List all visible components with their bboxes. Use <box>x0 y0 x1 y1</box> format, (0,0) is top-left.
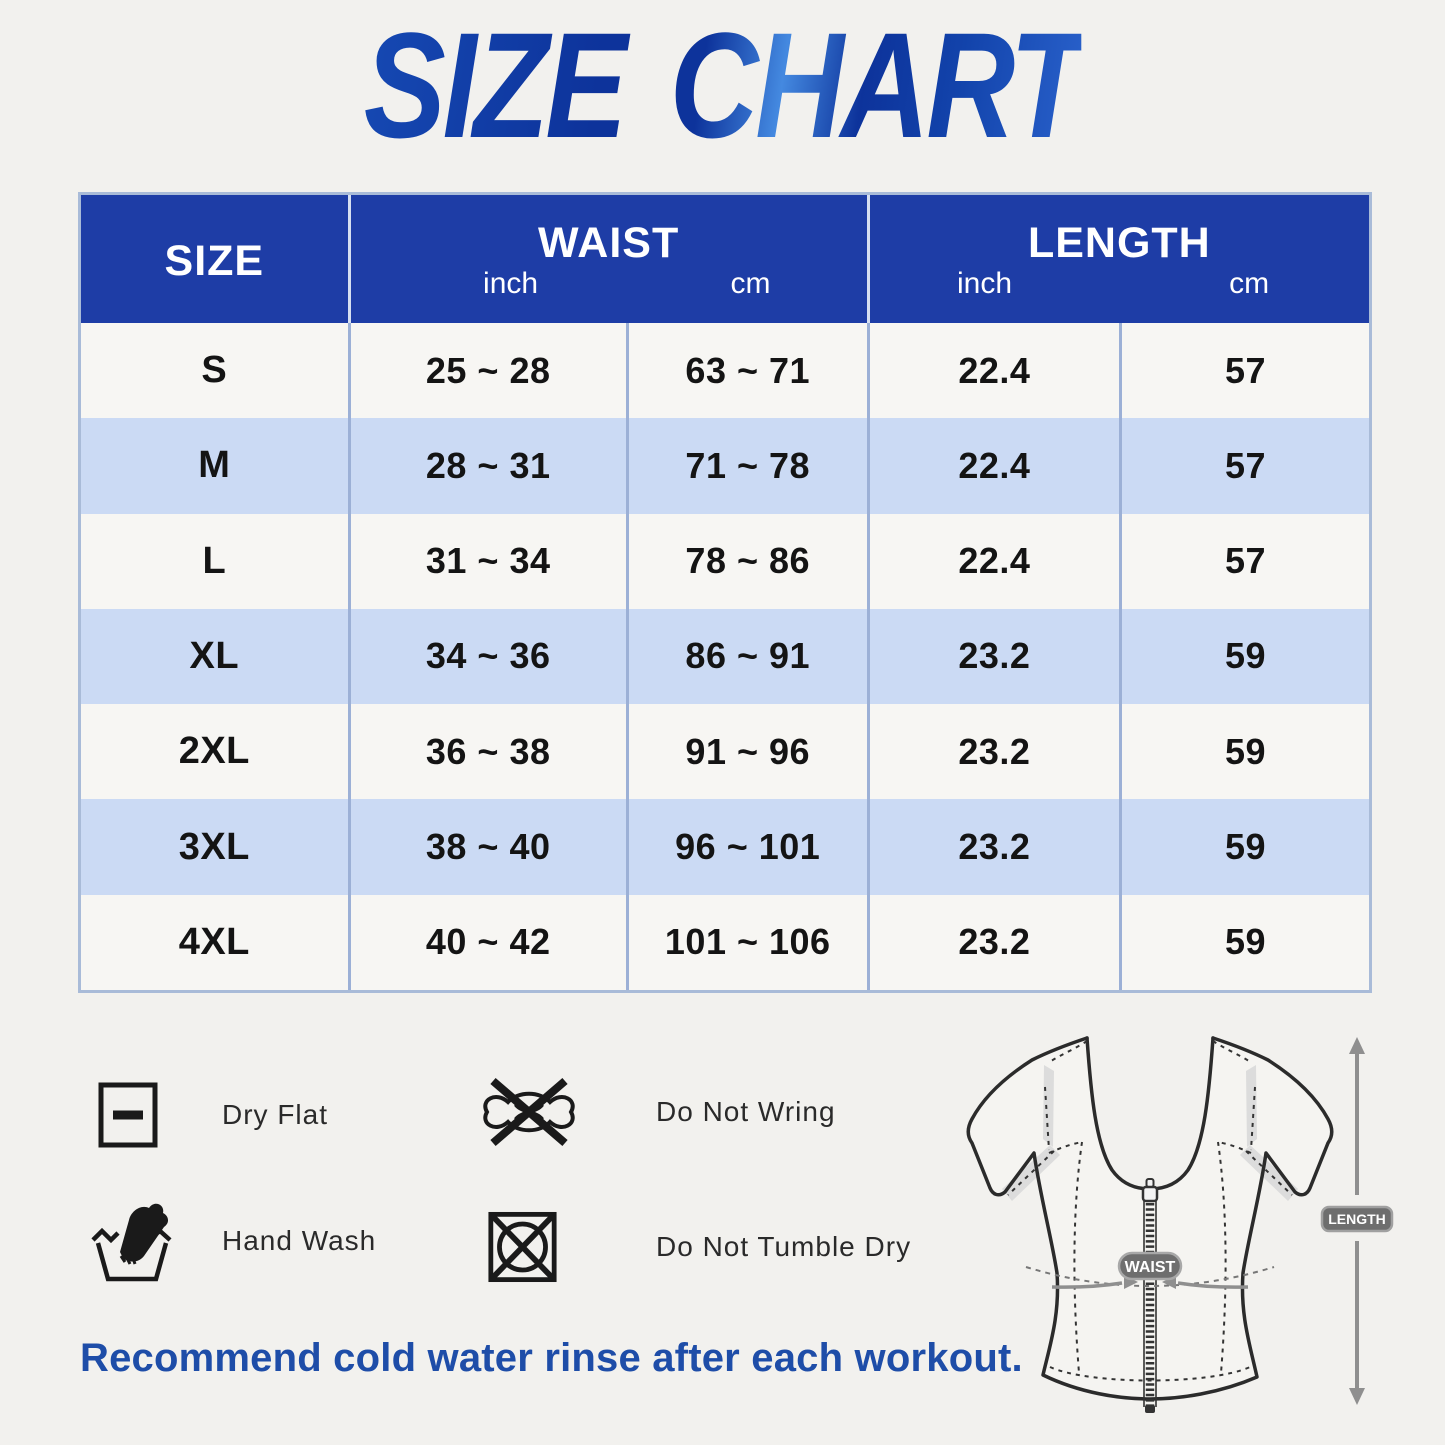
cell-size: XL <box>189 634 240 677</box>
care-item-do-not-tumble-dry: Do Not Tumble Dry <box>487 1210 911 1284</box>
cell-length-cm: 59 <box>1119 608 1369 705</box>
cell-size: L <box>202 539 227 582</box>
cell-size: S <box>201 349 228 392</box>
cell-waist-inch: 31 ~ 34 <box>347 513 626 609</box>
table-row-l: L 31 ~ 34 78 ~ 86 22.4 57 <box>81 513 1369 609</box>
cell-size: 3XL <box>178 825 250 868</box>
header-cell-waist: WAIST inch cm <box>347 195 867 323</box>
cell-length-cm: 59 <box>1119 894 1369 990</box>
cell-waist-inch: 34 ~ 36 <box>347 608 626 705</box>
length-measure-label: LENGTH <box>1328 1211 1386 1227</box>
hand-wash-icon <box>91 1203 172 1282</box>
table-row-2xl: 2XL 36 ~ 38 91 ~ 96 23.2 59 <box>81 704 1369 800</box>
cell-waist-cm: 78 ~ 86 <box>625 513 867 609</box>
do-not-wring-icon <box>483 1077 575 1147</box>
cell-size: 2XL <box>178 730 250 773</box>
waist-measure: WAIST <box>1025 1251 1275 1289</box>
cell-length-inch: 23.2 <box>866 704 1119 800</box>
unit-label-inch: inch <box>956 267 1013 300</box>
cell-length-cm: 57 <box>1119 418 1369 514</box>
garment-illustration: WAIST LENGTH <box>966 1036 1394 1413</box>
header-label-length: LENGTH <box>1027 219 1211 267</box>
garment-seams <box>1007 1040 1293 1382</box>
do-not-tumble-dry-icon <box>488 1211 557 1283</box>
cell-waist-inch: 25 ~ 28 <box>347 323 626 419</box>
cell-waist-cm: 91 ~ 96 <box>625 704 867 800</box>
cell-waist-cm: 71 ~ 78 <box>625 418 867 514</box>
cell-waist-inch: 28 ~ 31 <box>347 418 626 514</box>
care-item-do-not-wring: Do Not Wring <box>477 1075 836 1149</box>
page-title-text: SIZE CHART <box>363 1 1085 169</box>
table-body: S 25 ~ 28 63 ~ 71 22.4 57 M 28 ~ 31 71 ~… <box>81 323 1369 990</box>
header-label-size: SIZE <box>164 237 265 285</box>
cell-size: M <box>198 444 231 487</box>
dry-flat-icon <box>98 1082 158 1148</box>
length-pill <box>1320 1205 1394 1233</box>
length-measure: LENGTH <box>1320 1037 1394 1405</box>
cell-waist-cm: 101 ~ 106 <box>625 894 867 990</box>
care-item-dry-flat: Dry Flat <box>98 1082 328 1148</box>
cell-length-cm: 57 <box>1119 513 1369 609</box>
care-item-hand-wash: Hand Wash <box>90 1198 376 1284</box>
page-title: SIZE CHART <box>0 1 1445 169</box>
table-header-row: SIZE WAIST inch cm LENGTH inch cm <box>81 195 1369 323</box>
header-label-waist: WAIST <box>538 219 680 267</box>
header-cell-size: SIZE <box>81 195 348 323</box>
cell-length-inch: 22.4 <box>866 418 1119 514</box>
footer-note: Recommend cold water rinse after each wo… <box>80 1336 1023 1380</box>
table-row-xl: XL 34 ~ 36 86 ~ 91 23.2 59 <box>81 608 1369 705</box>
table-row-3xl: 3XL 38 ~ 40 96 ~ 101 23.2 59 <box>81 799 1369 895</box>
cell-length-inch: 22.4 <box>866 323 1119 419</box>
care-label: Do Not Tumble Dry <box>656 1231 912 1262</box>
cell-waist-inch: 36 ~ 38 <box>347 704 626 800</box>
header-cell-length: LENGTH inch cm <box>866 195 1369 323</box>
cell-length-inch: 22.4 <box>866 513 1119 609</box>
cell-waist-cm: 86 ~ 91 <box>625 608 867 705</box>
table-row-m: M 28 ~ 31 71 ~ 78 22.4 57 <box>81 418 1369 514</box>
garment-zipper <box>1141 1178 1159 1413</box>
care-label: Dry Flat <box>222 1099 328 1130</box>
cell-length-inch: 23.2 <box>866 608 1119 705</box>
unit-label-cm: cm <box>730 267 771 300</box>
cell-length-cm: 59 <box>1119 799 1369 895</box>
garment-body-fill <box>968 1038 1332 1399</box>
cell-length-inch: 23.2 <box>866 799 1119 895</box>
cell-waist-cm: 63 ~ 71 <box>625 323 867 419</box>
care-label: Hand Wash <box>222 1225 377 1256</box>
unit-label-inch: inch <box>483 267 539 300</box>
waist-pill <box>1117 1251 1183 1281</box>
cell-size: 4XL <box>178 920 250 963</box>
cell-waist-inch: 38 ~ 40 <box>347 799 626 895</box>
size-table: SIZE WAIST inch cm LENGTH inch cm S 25 ~… <box>78 192 1372 993</box>
cell-waist-inch: 40 ~ 42 <box>347 894 626 990</box>
table-row-s: S 25 ~ 28 63 ~ 71 22.4 57 <box>81 323 1369 419</box>
cell-length-inch: 23.2 <box>866 894 1119 990</box>
cell-waist-cm: 96 ~ 101 <box>625 799 867 895</box>
cell-length-cm: 59 <box>1119 704 1369 800</box>
unit-label-cm: cm <box>1229 267 1270 300</box>
table-row-4xl: 4XL 40 ~ 42 101 ~ 106 23.2 59 <box>81 894 1369 990</box>
care-label: Do Not Wring <box>656 1096 836 1127</box>
cell-length-cm: 57 <box>1119 323 1369 419</box>
waist-measure-label: WAIST <box>1125 1259 1176 1276</box>
